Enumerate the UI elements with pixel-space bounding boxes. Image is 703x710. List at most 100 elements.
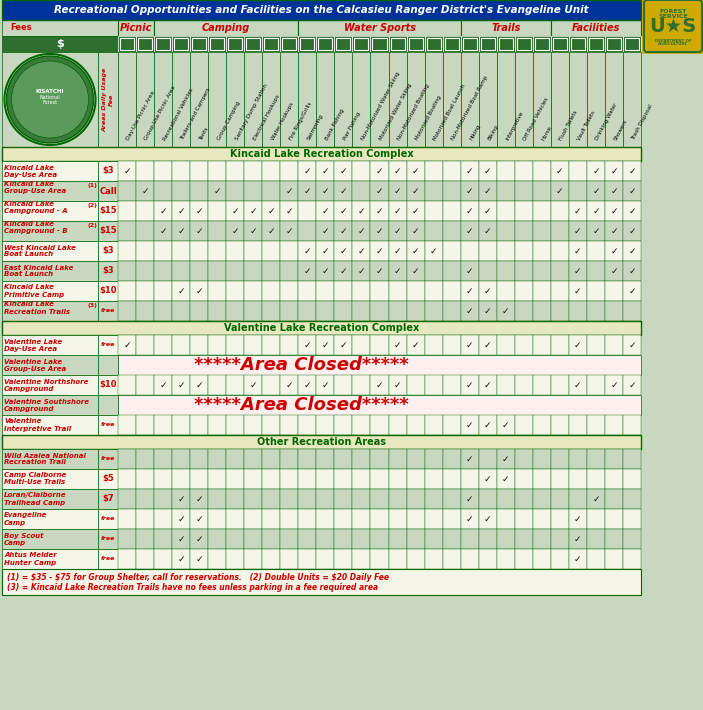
Bar — [587, 36, 605, 52]
Bar — [2, 549, 98, 569]
Text: ✓: ✓ — [322, 341, 329, 349]
Bar — [335, 335, 352, 355]
Text: ✓: ✓ — [628, 266, 636, 275]
Text: Valentine Northshore
Campground: Valentine Northshore Campground — [4, 378, 89, 391]
Bar — [208, 335, 226, 355]
Text: ✓: ✓ — [231, 226, 239, 236]
Bar — [316, 281, 335, 301]
Bar — [460, 335, 479, 355]
Bar — [98, 415, 118, 435]
Bar — [172, 489, 190, 509]
Bar — [262, 375, 280, 395]
Bar — [98, 161, 118, 181]
Bar — [352, 52, 370, 147]
Bar — [569, 469, 587, 489]
Bar — [298, 261, 316, 281]
Bar — [370, 301, 389, 321]
Bar — [425, 469, 443, 489]
Bar — [208, 241, 226, 261]
Bar — [479, 241, 497, 261]
Bar — [389, 529, 406, 549]
Bar — [172, 241, 190, 261]
Bar — [2, 355, 98, 375]
Text: ✓: ✓ — [628, 381, 636, 390]
Bar — [244, 415, 262, 435]
Bar — [316, 201, 335, 221]
Bar — [262, 301, 280, 321]
Bar — [298, 281, 316, 301]
Bar — [533, 161, 551, 181]
Bar — [262, 549, 280, 569]
Bar — [551, 161, 569, 181]
Text: Forest: Forest — [42, 100, 58, 105]
Bar — [316, 261, 335, 281]
Text: ✓: ✓ — [195, 494, 203, 503]
Bar — [280, 52, 298, 147]
Bar — [479, 36, 497, 52]
Bar — [425, 335, 443, 355]
Bar — [587, 52, 605, 147]
Bar — [443, 301, 460, 321]
Bar — [479, 529, 497, 549]
Bar — [370, 529, 389, 549]
Text: ✓: ✓ — [195, 207, 203, 216]
Bar — [497, 181, 515, 201]
Bar — [2, 147, 641, 161]
Bar — [569, 36, 587, 52]
Bar — [443, 181, 460, 201]
Bar — [370, 161, 389, 181]
Text: ✓: ✓ — [574, 515, 581, 523]
Bar — [298, 469, 316, 489]
Bar — [479, 335, 497, 355]
Bar — [118, 20, 154, 36]
Bar — [587, 281, 605, 301]
Bar — [389, 549, 406, 569]
Text: ✓: ✓ — [466, 341, 473, 349]
Bar — [120, 38, 134, 50]
Text: ✓: ✓ — [394, 226, 401, 236]
Text: ✓: ✓ — [322, 187, 329, 195]
Bar — [406, 375, 425, 395]
Bar — [208, 161, 226, 181]
Bar — [352, 375, 370, 395]
Bar — [244, 52, 262, 147]
Text: ✓: ✓ — [375, 226, 383, 236]
Text: Group Camping: Group Camping — [217, 101, 241, 141]
Bar — [460, 529, 479, 549]
Bar — [533, 449, 551, 469]
Bar — [190, 375, 208, 395]
Bar — [551, 181, 569, 201]
Bar — [262, 449, 280, 469]
Bar — [533, 181, 551, 201]
Text: $15: $15 — [99, 207, 117, 216]
Bar — [569, 201, 587, 221]
Bar — [138, 38, 152, 50]
Bar — [172, 469, 190, 489]
Bar — [136, 301, 154, 321]
Bar — [623, 509, 641, 529]
Bar — [335, 489, 352, 509]
Bar — [425, 415, 443, 435]
Bar — [443, 241, 460, 261]
Bar — [479, 415, 497, 435]
Bar — [425, 509, 443, 529]
Text: ✓: ✓ — [375, 246, 383, 256]
Text: (2): (2) — [88, 204, 98, 209]
Text: (3) = Kincaid Lake Recreation Trails have no fees unless parking in a fee requir: (3) = Kincaid Lake Recreation Trails hav… — [7, 584, 378, 593]
Bar — [515, 509, 533, 529]
Text: Kincaid Lake
Primitive Camp: Kincaid Lake Primitive Camp — [4, 285, 64, 297]
Bar — [190, 335, 208, 355]
Bar — [406, 469, 425, 489]
Bar — [2, 281, 98, 301]
Bar — [553, 38, 567, 50]
Bar — [244, 221, 262, 241]
Bar — [551, 241, 569, 261]
Bar — [444, 38, 458, 50]
Bar — [425, 201, 443, 221]
Bar — [533, 489, 551, 509]
Bar — [427, 38, 441, 50]
Bar — [118, 52, 136, 147]
Bar — [98, 449, 118, 469]
Text: free: free — [101, 309, 115, 314]
Text: ✓: ✓ — [430, 246, 437, 256]
